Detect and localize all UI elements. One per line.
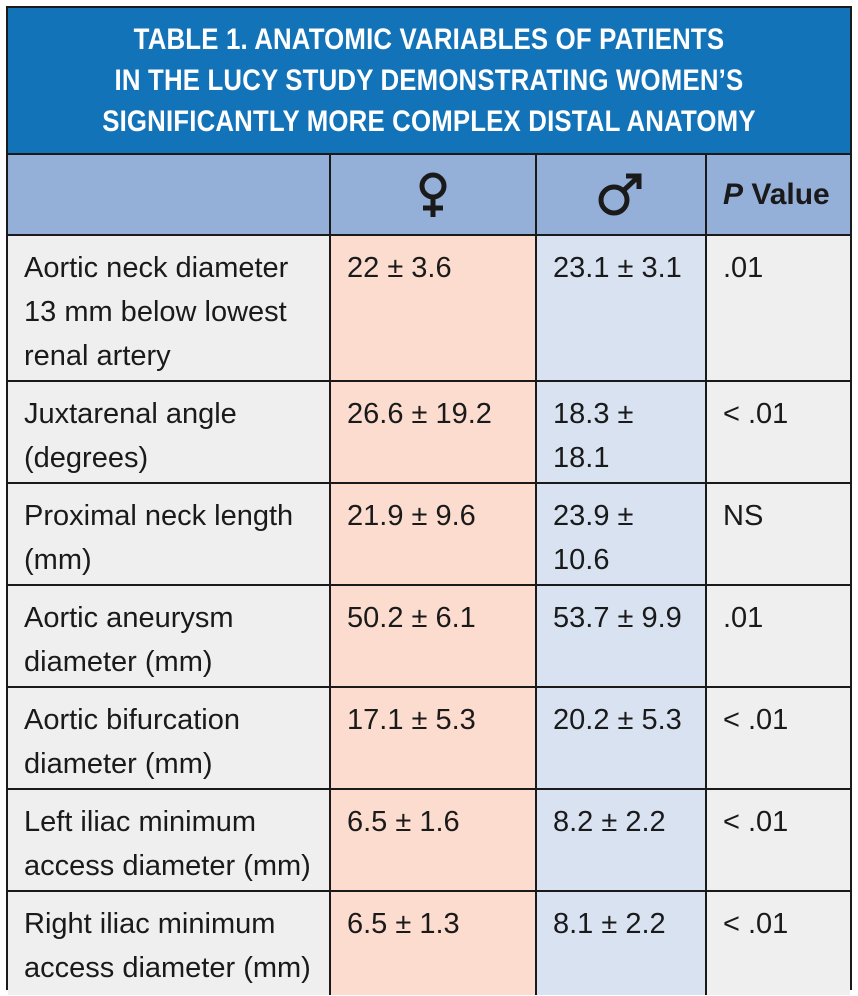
male-symbol-icon [598, 173, 642, 215]
variable-cell: Right iliac minimum access diameter (mm) [8, 890, 331, 995]
pvalue-cell: < .01 [705, 890, 850, 995]
variable-cell: Aortic aneurysm diameter (mm) [8, 584, 331, 688]
table-row: Proximal neck length (mm) 21.9 ± 9.6 23.9 … [8, 482, 850, 586]
female-value-cell: 26.6 ± 19.2 [329, 380, 537, 484]
female-symbol-icon [419, 172, 447, 217]
table-row: Aortic bifurcation diameter (mm) 17.1 ± 5… [8, 686, 850, 790]
pvalue-rest-label: Value [743, 177, 830, 211]
pvalue-cell: < .01 [705, 686, 850, 790]
header-variable-cell [8, 155, 331, 236]
table-row: Left iliac minimum access diameter (mm) 6… [8, 788, 850, 892]
male-value-cell: 20.2 ± 5.3 [535, 686, 707, 790]
header-pvalue-cell: P Value [705, 155, 850, 236]
variable-cell: Juxtarenal angle (degrees) [8, 380, 331, 484]
pvalue-cell: NS [705, 482, 850, 586]
pvalue-cell: < .01 [705, 788, 850, 892]
variable-cell: Aortic neck diameter 13 mm below lowest … [8, 234, 331, 382]
table-row: Right iliac minimum access diameter (mm)… [8, 890, 850, 995]
female-value-cell: 22 ± 3.6 [329, 234, 537, 382]
male-value-cell: 8.2 ± 2.2 [535, 788, 707, 892]
table-title-bar: TABLE 1. ANATOMIC VARIABLES OF PATIENTS … [8, 8, 850, 155]
pvalue-p-label: P [723, 177, 744, 211]
male-value-cell: 18.3 ± 18.1 [535, 380, 707, 484]
female-value-cell: 21.9 ± 9.6 [329, 482, 537, 586]
table-row: Aortic neck diameter 13 mm below lowest … [8, 234, 850, 382]
variable-cell: Aortic bifurcation diameter (mm) [8, 686, 331, 790]
pvalue-cell: .01 [705, 234, 850, 382]
variable-cell: Left iliac minimum access diameter (mm) [8, 788, 331, 892]
table-title: TABLE 1. ANATOMIC VARIABLES OF PATIENTS … [102, 23, 756, 138]
pvalue-cell: < .01 [705, 380, 850, 484]
header-row: P Value [8, 155, 850, 236]
anatomic-variables-table: TABLE 1. ANATOMIC VARIABLES OF PATIENTS … [6, 6, 852, 995]
female-value-cell: 17.1 ± 5.3 [329, 686, 537, 790]
table-row: Aortic aneurysm diameter (mm) 50.2 ± 6.1 5… [8, 584, 850, 688]
male-value-cell: 23.1 ± 3.1 [535, 234, 707, 382]
variable-cell: Proximal neck length (mm) [8, 482, 331, 586]
header-female-cell [329, 155, 537, 236]
female-value-cell: 6.5 ± 1.6 [329, 788, 537, 892]
female-value-cell: 6.5 ± 1.3 [329, 890, 537, 995]
male-value-cell: 53.7 ± 9.9 [535, 584, 707, 688]
table-row: Juxtarenal angle (degrees) 26.6 ± 19.2 18.… [8, 380, 850, 484]
male-value-cell: 8.1 ± 2.2 [535, 890, 707, 995]
header-male-cell [535, 155, 707, 236]
male-value-cell: 23.9 ± 10.6 [535, 482, 707, 586]
data-table: P Value Aortic neck diameter 13 mm below… [8, 155, 850, 995]
female-value-cell: 50.2 ± 6.1 [329, 584, 537, 688]
pvalue-cell: .01 [705, 584, 850, 688]
